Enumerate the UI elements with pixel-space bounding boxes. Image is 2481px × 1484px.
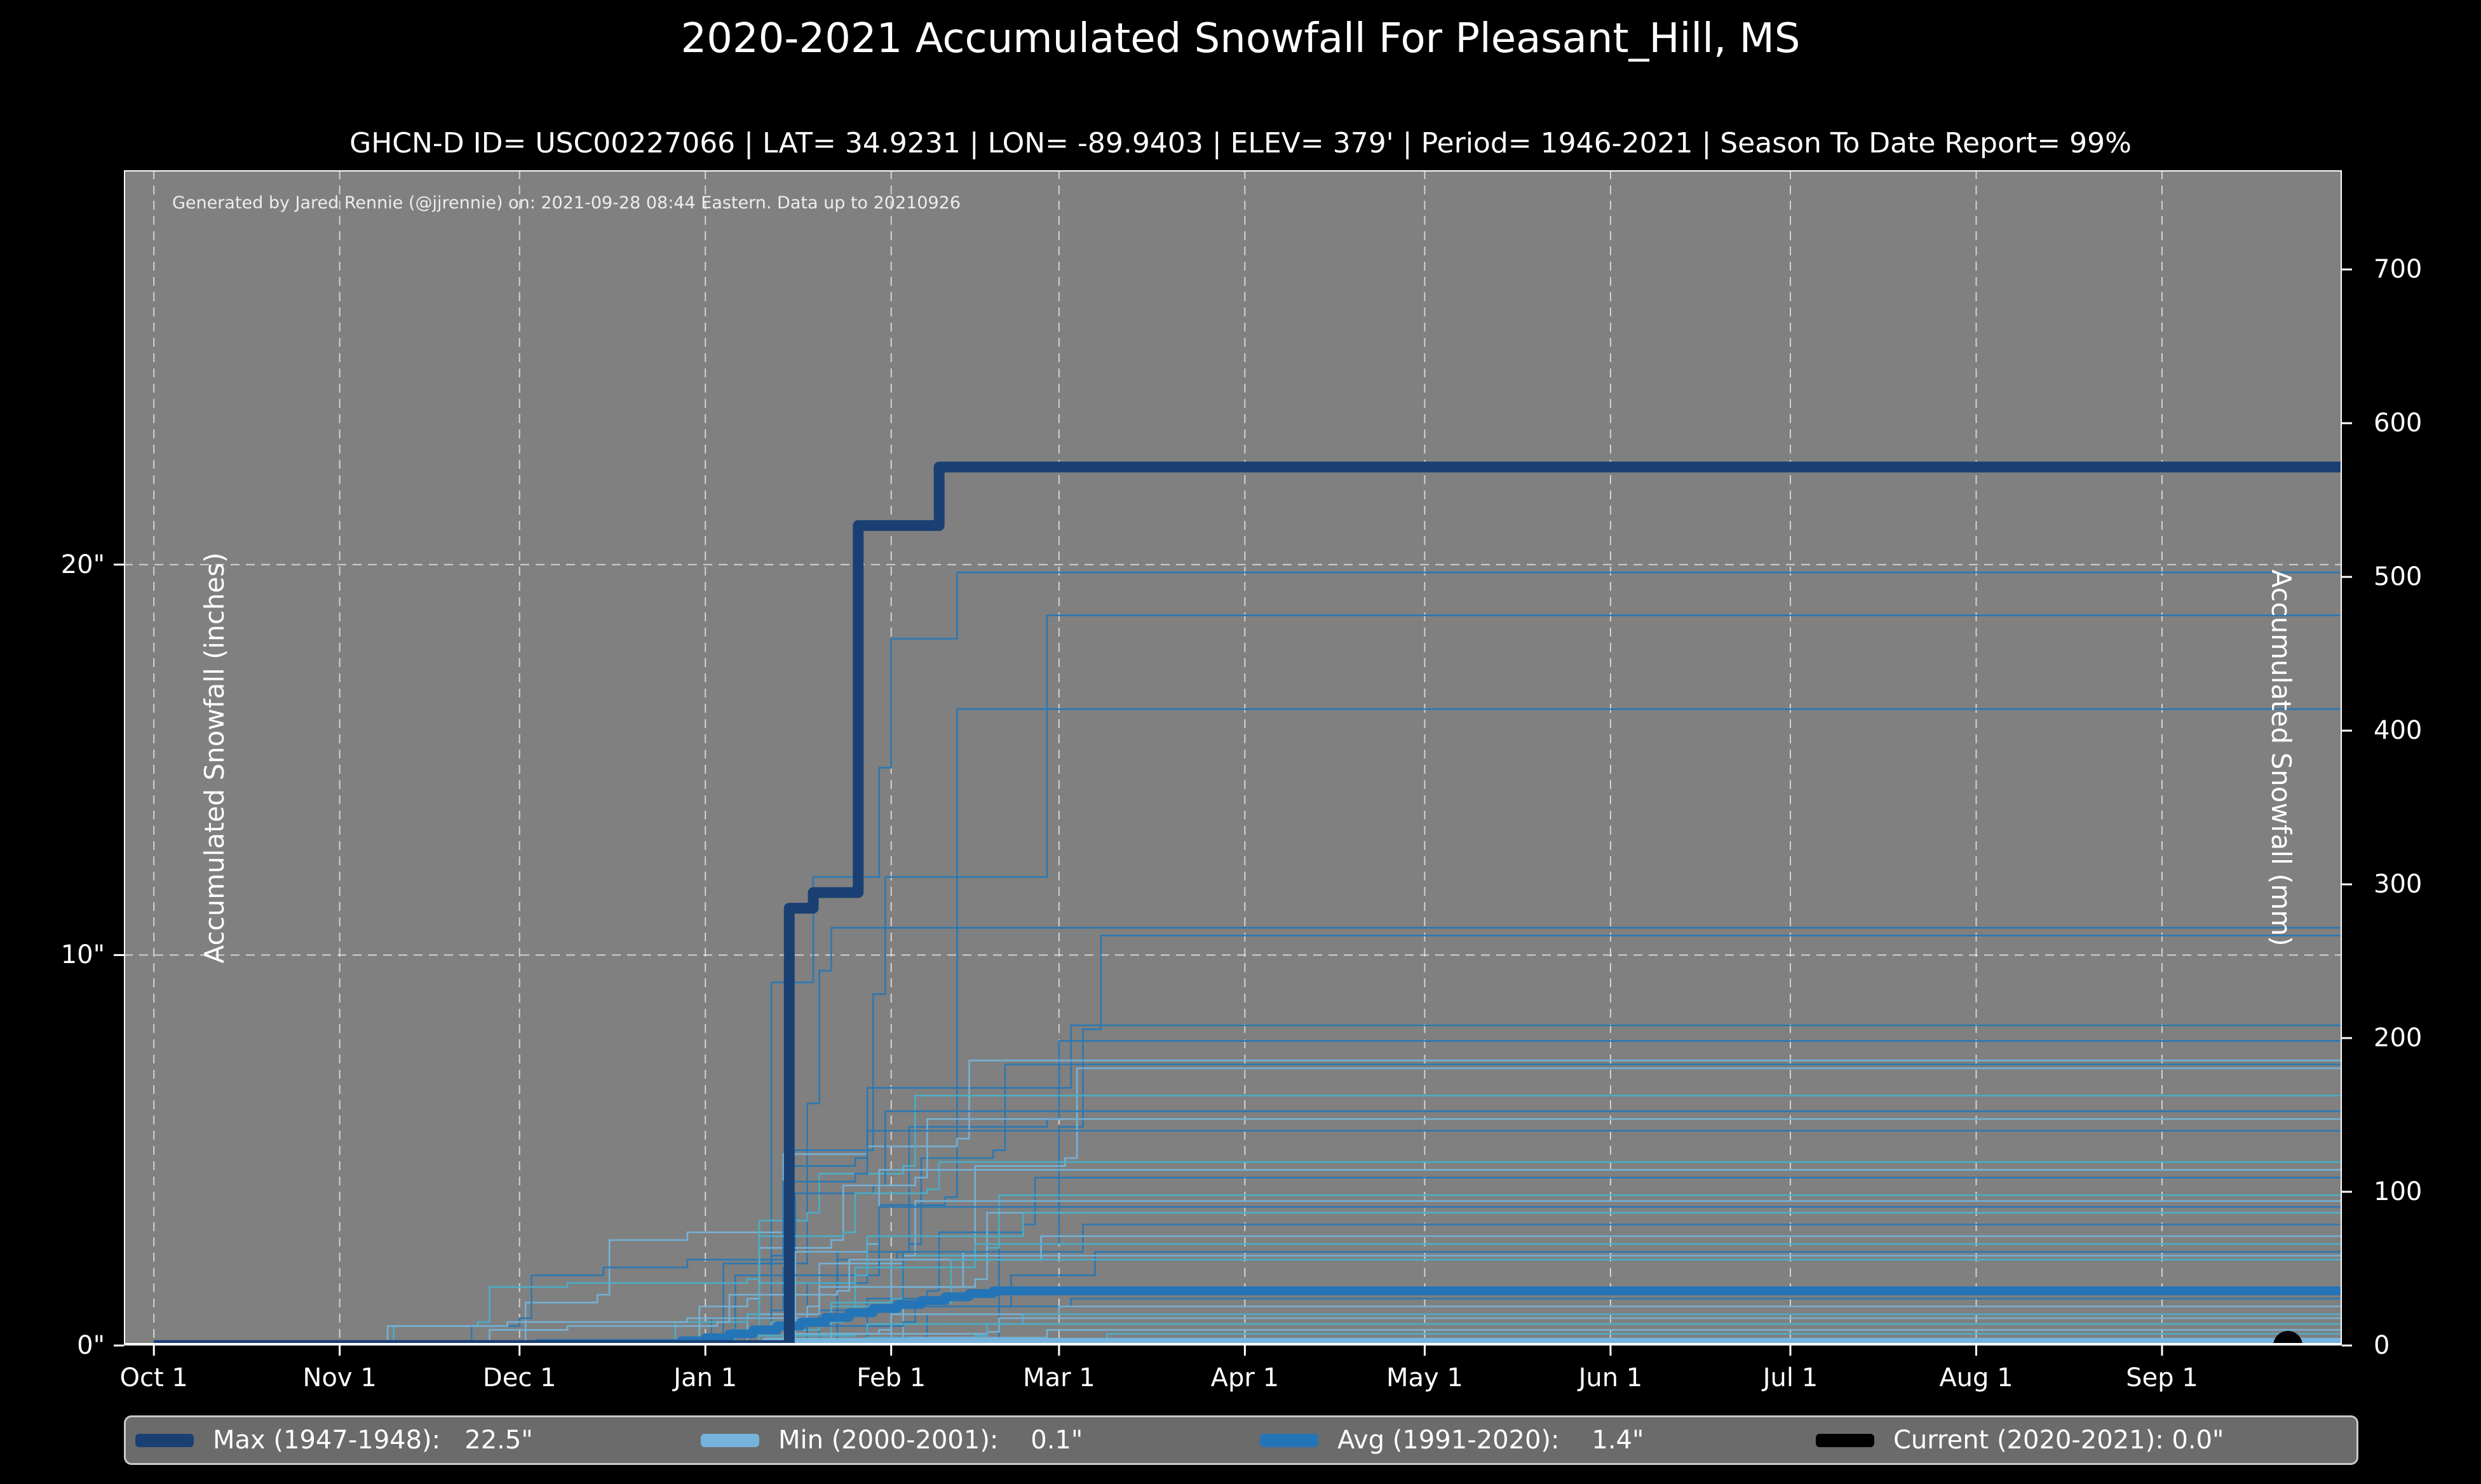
max-season-line	[154, 461, 2342, 1346]
plot-spines	[124, 170, 2342, 1346]
y-right-tick-label: 200	[2374, 1023, 2423, 1053]
season-line	[154, 1095, 2342, 1346]
x-tick-label: Sep 1	[2126, 1363, 2198, 1393]
x-tick-label: Dec 1	[482, 1363, 557, 1393]
current-line-swatch	[1816, 1433, 1874, 1447]
legend-item-min: Min (2000-2001): 0.1"	[701, 1426, 1083, 1455]
y-right-tick-label: 700	[2374, 255, 2423, 285]
y-right-tick-label: 300	[2374, 870, 2423, 900]
y-right-tick-label: 500	[2374, 562, 2423, 592]
season-line	[154, 1211, 2342, 1346]
y-left-tick-label: 10"	[60, 940, 105, 970]
season-line	[154, 614, 2342, 1346]
legend: Max (1947-1948): 22.5" Min (2000-2001): …	[124, 1415, 2358, 1465]
x-tick-label: Jan 1	[673, 1363, 738, 1393]
y-axis-title-inches: Accumulated Snowfall (inches)	[199, 552, 231, 964]
x-tick-label: Aug 1	[1939, 1363, 2013, 1393]
x-tick-label: Nov 1	[302, 1363, 377, 1393]
season-line	[154, 1255, 2342, 1346]
x-tick-label: May 1	[1386, 1363, 1463, 1393]
current-end-marker	[2273, 1331, 2303, 1346]
x-tick-label: Jun 1	[1578, 1363, 1643, 1393]
legend-item-avg: Avg (1991-2020): 1.4"	[1260, 1426, 1644, 1455]
season-line	[154, 1211, 2342, 1346]
season-line	[154, 934, 2342, 1346]
avg-line-swatch	[1260, 1433, 1318, 1447]
season-line	[154, 1258, 2342, 1346]
plot-area: Generated by Jared Rennie (@jjrennie) on…	[124, 170, 2342, 1346]
y-right-tick-label: 100	[2374, 1177, 2423, 1207]
legend-label-min: Min (2000-2001): 0.1"	[778, 1426, 1083, 1455]
season-line	[154, 1110, 2342, 1346]
season-line	[154, 571, 2342, 1346]
legend-item-current: Current (2020-2021): 0.0"	[1816, 1426, 2224, 1455]
y-right-tick-label: 600	[2374, 408, 2423, 438]
generated-by-annotation: Generated by Jared Rennie (@jjrennie) on…	[172, 193, 961, 213]
max-line-swatch	[135, 1433, 194, 1447]
snowfall-chart-svg	[124, 170, 2342, 1346]
season-line	[154, 1060, 2342, 1346]
season-line	[154, 1130, 2342, 1346]
season-line	[154, 1040, 2342, 1346]
station-metadata-subtitle: GHCN-D ID= USC00227066 | LAT= 34.9231 | …	[349, 127, 2132, 159]
y-left-tick-label: 0"	[77, 1331, 105, 1360]
season-line	[154, 1194, 2342, 1346]
min-season-line	[154, 1337, 2342, 1346]
legend-label-avg: Avg (1991-2020): 1.4"	[1337, 1426, 1644, 1455]
x-tick-label: Oct 1	[119, 1363, 188, 1393]
min-line-swatch	[701, 1433, 759, 1447]
season-line	[154, 1305, 2342, 1346]
season-line	[154, 1297, 2342, 1346]
legend-item-max: Max (1947-1948): 22.5"	[135, 1426, 533, 1455]
x-tick-label: Apr 1	[1210, 1363, 1280, 1393]
x-tick-label: Mar 1	[1023, 1363, 1095, 1393]
season-line	[154, 1063, 2342, 1346]
legend-label-current: Current (2020-2021): 0.0"	[1893, 1426, 2224, 1455]
season-line	[154, 927, 2342, 1346]
season-line	[154, 1169, 2342, 1346]
season-line	[154, 1177, 2342, 1346]
y-right-tick-label: 0	[2374, 1331, 2390, 1360]
y-right-tick-label: 400	[2374, 716, 2423, 746]
season-line	[154, 1118, 2342, 1346]
season-line	[154, 708, 2342, 1346]
season-line	[154, 1024, 2342, 1346]
x-tick-label: Jul 1	[1762, 1363, 1818, 1393]
legend-label-max: Max (1947-1948): 22.5"	[213, 1426, 533, 1455]
y-axis-title-mm: Accumulated Snowfall (mm)	[2265, 569, 2297, 947]
x-tick-label: Feb 1	[856, 1363, 926, 1393]
chart-title: 2020-2021 Accumulated Snowfall For Pleas…	[680, 15, 1801, 62]
season-line	[154, 1329, 2342, 1346]
season-line	[154, 1224, 2342, 1346]
y-left-tick-label: 20"	[60, 550, 105, 579]
